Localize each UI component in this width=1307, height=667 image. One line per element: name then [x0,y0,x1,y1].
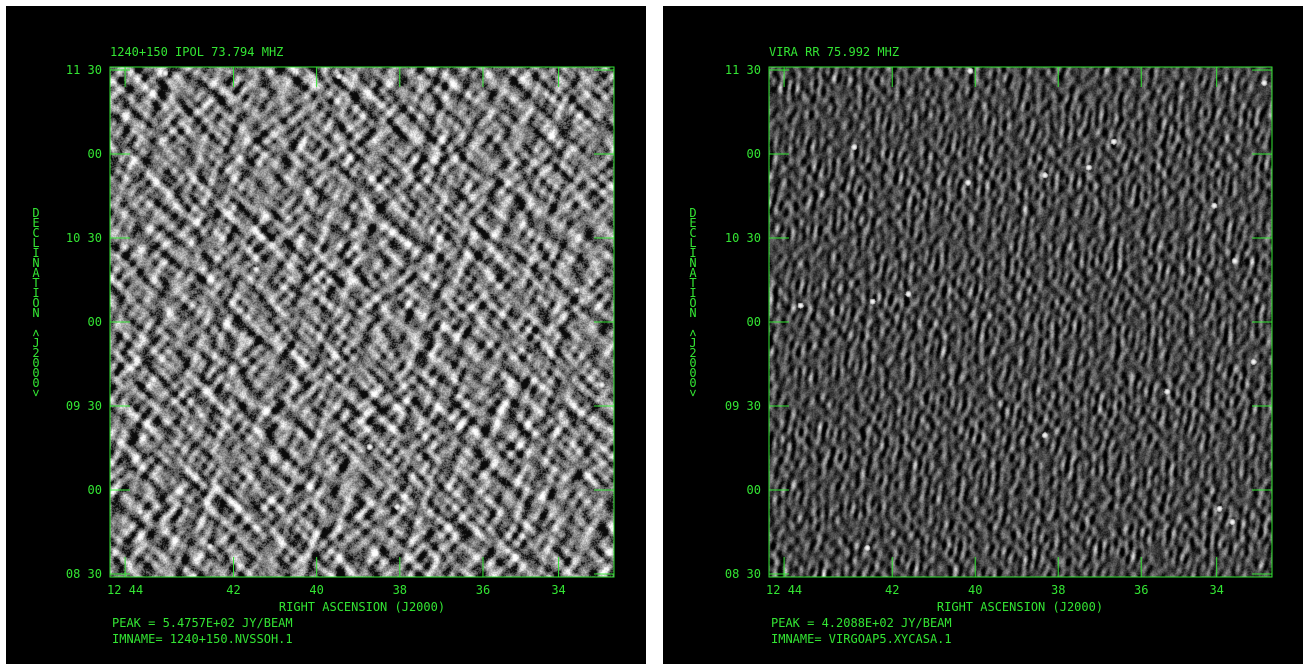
dec-tick-label: 00 [88,147,102,161]
radio-image [110,67,614,577]
ra-tick-label: 34 [1209,583,1223,597]
dec-tick-label: 00 [88,315,102,329]
dec-axis-label-char: A [32,266,40,280]
dec-axis-label-char: N [32,256,39,270]
dec-axis-label-char: D [689,206,696,220]
ra-tick-label: 40 [968,583,982,597]
dec-axis-label-char: N [32,306,39,320]
ra-tick-label: 12 44 [107,583,143,597]
dec-tick-label: 00 [747,315,761,329]
ra-tick-label: 38 [1051,583,1065,597]
dec-tick-label: 10 30 [725,231,761,245]
dec-axis-label-char: < [686,329,700,336]
dec-axis-label-char: N [689,256,696,270]
dec-axis-label-char: > [29,389,43,396]
ra-axis-label: RIGHT ASCENSION (J2000) [937,600,1103,614]
dec-axis-label-char: E [689,216,696,230]
ra-tick-label: 12 44 [766,583,802,597]
dec-axis-label-char: T [32,276,39,290]
dec-axis-label-char: 0 [689,356,696,370]
dec-axis-label-char: N [689,306,696,320]
dec-axis-label-char: J [689,336,696,350]
dec-axis-label-char: 0 [689,366,696,380]
dec-tick-labels: 11 30 00 10 30 00 09 30 00 08 30 [725,63,761,581]
ra-tick-label: 42 [226,583,240,597]
dec-axis-label-char: A [689,266,697,280]
dec-axis-label-char: L [32,236,39,250]
dec-axis-label-char: C [32,226,39,240]
dec-tick-label: 11 30 [725,63,761,77]
dec-tick-labels: 11 30 00 10 30 00 09 30 00 08 30 [66,63,102,581]
dec-axis-label-char: I [32,246,39,260]
radio-image [769,67,1272,577]
dec-tick-label: 08 30 [66,567,102,581]
dec-axis-label-char: T [689,276,696,290]
peak-text: PEAK = 4.2088E+02 JY/BEAM [771,616,952,630]
ra-tick-label: 42 [885,583,899,597]
dec-tick-label: 09 30 [725,399,761,413]
panel-header: 1240+150 IPOL 73.794 MHZ [110,45,283,59]
left-image-panel: 1240+150 IPOL 73.794 MHZ 11 30 00 10 30 00 0… [6,6,646,664]
dec-axis-label-char: J [32,336,39,350]
dec-tick-label: 10 30 [66,231,102,245]
dec-axis-label-char: D [32,206,39,220]
dec-axis-label-char: C [689,226,696,240]
dec-tick-label: 00 [88,483,102,497]
dec-axis-label-char: 0 [32,366,39,380]
dec-axis-label-char: E [32,216,39,230]
dec-tick-label: 09 30 [66,399,102,413]
dec-tick-label: 08 30 [725,567,761,581]
tick-marks [769,67,1272,577]
right-image-panel: VIRA RR 75.992 MHZ 11 30 00 10 30 00 09 30 00… [663,6,1303,664]
ra-tick-label: 38 [393,583,407,597]
dec-axis-label-char: < [29,329,43,336]
imname-text: IMNAME= VIRGOAP5.XYCASA.1 [771,632,952,646]
dec-axis-label-char: 0 [689,376,696,390]
tick-marks [110,67,614,577]
dec-axis-label-char: 0 [32,356,39,370]
ra-axis-label: RIGHT ASCENSION (J2000) [279,600,445,614]
dec-axis-label-char: 0 [32,376,39,390]
dec-axis-label-char: 2 [689,346,696,360]
ra-tick-labels: 12 44 42 40 38 36 34 [766,583,1224,597]
peak-text: PEAK = 5.4757E+02 JY/BEAM [112,616,293,630]
ra-tick-label: 34 [551,583,565,597]
panel-header: VIRA RR 75.992 MHZ [769,45,899,59]
ra-tick-label: 36 [1134,583,1148,597]
dec-axis-label-char: > [686,389,700,396]
dec-axis-label-char: O [32,296,39,310]
dec-axis-label-char: I [689,286,696,300]
dec-tick-label: 11 30 [66,63,102,77]
dec-tick-label: 00 [747,147,761,161]
dec-tick-label: 00 [747,483,761,497]
dec-axis-label-char: O [689,296,696,310]
dec-axis-label-char: I [689,246,696,260]
dec-axis-label-char: 2 [32,346,39,360]
dec-axis-label-char: L [689,236,696,250]
imname-text: IMNAME= 1240+150.NVSSOH.1 [112,632,293,646]
ra-tick-label: 36 [476,583,490,597]
dec-axis-label-char: I [32,286,39,300]
ra-tick-label: 40 [309,583,323,597]
ra-tick-labels: 12 44 42 40 38 36 34 [107,583,566,597]
